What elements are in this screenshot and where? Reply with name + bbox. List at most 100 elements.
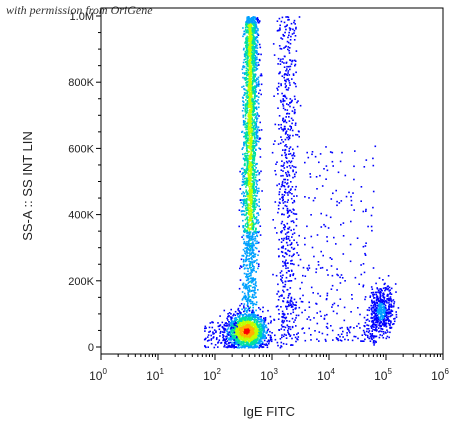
- event-dot: [284, 73, 286, 75]
- event-dot: [233, 317, 236, 320]
- event-dot: [391, 310, 394, 312]
- event-dot: [255, 325, 257, 328]
- event-dot: [252, 244, 254, 246]
- event-dot: [282, 33, 284, 36]
- event-dot: [265, 326, 268, 329]
- event-dot: [269, 336, 272, 339]
- event-dot: [253, 261, 256, 263]
- event-dot: [284, 233, 287, 235]
- event-dot: [385, 325, 388, 328]
- event-dot: [232, 329, 235, 332]
- event-dot: [244, 133, 247, 135]
- event-dot: [380, 315, 382, 317]
- event-dot: [292, 220, 294, 222]
- event-dot: [246, 100, 249, 102]
- event-dot: [375, 335, 378, 338]
- event-dot: [254, 195, 257, 197]
- event-dot: [251, 173, 254, 175]
- event-dot: [251, 233, 254, 236]
- event-dot: [256, 128, 259, 130]
- event-dot: [250, 184, 253, 186]
- event-dot: [255, 95, 258, 98]
- event-dot: [250, 35, 253, 37]
- event-dot: [255, 122, 257, 125]
- event-dot: [233, 326, 235, 328]
- event-dot: [252, 269, 254, 271]
- event-dot: [247, 221, 250, 224]
- event-dot: [388, 320, 390, 322]
- event-dot: [377, 313, 379, 316]
- event-dot: [252, 162, 254, 164]
- event-dot: [248, 313, 251, 316]
- event-dot: [254, 62, 257, 65]
- event-dot: [247, 159, 249, 162]
- event-dot: [290, 242, 293, 244]
- event-dot: [246, 83, 249, 86]
- event-dot: [278, 201, 281, 204]
- event-dot: [285, 25, 288, 27]
- event-dot: [286, 207, 289, 210]
- event-dot: [251, 88, 254, 90]
- event-dot: [289, 209, 292, 212]
- event-dot: [250, 192, 252, 195]
- event-dot: [252, 37, 254, 40]
- event-dot: [254, 152, 256, 154]
- event-dot: [249, 144, 251, 146]
- event-dot: [278, 313, 280, 315]
- event-dot: [250, 237, 253, 240]
- event-dot: [289, 68, 291, 71]
- event-dot: [248, 98, 250, 100]
- event-dot: [240, 324, 242, 327]
- event-dot: [255, 130, 258, 132]
- event-dot: [242, 282, 245, 285]
- event-dot: [244, 322, 246, 324]
- event-dot: [245, 84, 248, 86]
- event-dot: [282, 196, 284, 198]
- event-dot: [242, 35, 244, 38]
- event-dot: [247, 65, 249, 68]
- event-dot: [250, 224, 253, 226]
- event-dot: [280, 136, 282, 138]
- event-dot: [253, 194, 256, 196]
- event-dot: [281, 180, 284, 183]
- event-dot: [286, 179, 289, 181]
- event-dot: [242, 124, 245, 126]
- event-dot: [297, 244, 299, 246]
- event-dot: [251, 293, 254, 296]
- event-dot: [253, 56, 255, 59]
- event-dot: [253, 324, 256, 327]
- event-dot: [256, 112, 258, 114]
- event-dot: [247, 124, 250, 127]
- event-dot: [390, 309, 392, 311]
- event-dot: [247, 158, 250, 160]
- event-dot: [255, 301, 258, 303]
- event-dot: [244, 285, 247, 287]
- event-dot: [253, 206, 255, 208]
- event-dot: [377, 327, 380, 329]
- event-dot: [243, 285, 246, 288]
- event-dot: [251, 251, 254, 254]
- event-dot: [284, 181, 286, 184]
- event-dot: [247, 102, 249, 104]
- event-dot: [372, 337, 375, 339]
- event-dot: [255, 203, 258, 205]
- event-dot: [287, 19, 289, 21]
- event-dot: [253, 145, 255, 147]
- event-dot: [246, 41, 248, 43]
- event-dot: [252, 154, 254, 156]
- event-dot: [251, 104, 253, 107]
- event-dot: [249, 85, 252, 87]
- event-dot: [245, 142, 247, 145]
- event-dot: [245, 112, 247, 114]
- event-dot: [253, 294, 256, 296]
- event-dot: [250, 110, 252, 112]
- event-dot: [280, 222, 283, 225]
- event-dot: [242, 72, 244, 74]
- event-dot: [248, 103, 251, 106]
- event-dot: [227, 315, 229, 318]
- event-dot: [284, 128, 286, 130]
- event-dot: [231, 332, 234, 334]
- event-dot: [247, 291, 249, 294]
- event-dot: [257, 82, 260, 85]
- event-dot: [237, 331, 239, 333]
